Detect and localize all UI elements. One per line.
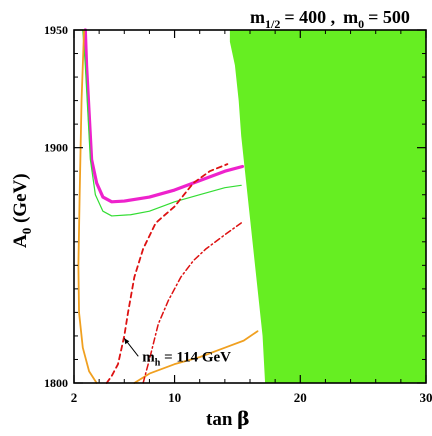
y-tick-label: 1800 xyxy=(44,376,68,390)
x-tick-label: 30 xyxy=(420,390,432,405)
curve-dashed-4 xyxy=(105,163,229,384)
title-m0-subscript: 0 xyxy=(358,17,364,31)
title-m-half-value: = 400 , xyxy=(284,7,335,27)
x-tick-label: 10 xyxy=(168,390,181,405)
excluded-region-layer xyxy=(229,30,426,383)
x-axis-label: tan β xyxy=(206,408,250,430)
curve-thick-0 xyxy=(83,28,245,204)
y-tick-label: 1950 xyxy=(44,23,68,37)
annotation-arrow-head xyxy=(124,338,130,345)
annotation-layer: mh = 114 GeV xyxy=(123,337,231,368)
x-tick-label: 20 xyxy=(294,390,307,405)
curve-thin-1 xyxy=(82,29,242,217)
axes-layer: 2 10 20 30 1800 1900 1950 xyxy=(44,23,432,405)
curve-thin-2 xyxy=(77,29,98,384)
chart-title: m1/2 = 400 , m0 = 500 xyxy=(250,7,410,31)
curve-thin-3 xyxy=(133,330,259,384)
title-m-half-subscript: 1/2 xyxy=(265,17,280,31)
x-tick-label: 2 xyxy=(71,390,78,405)
y-tick-label: 1900 xyxy=(44,141,68,155)
curves-layer xyxy=(77,28,259,384)
title-m0-value: = 500 xyxy=(368,7,410,27)
y-axis-label: A0 (GeV) xyxy=(10,173,34,248)
curve-dashdot-5 xyxy=(142,222,242,384)
excluded-region xyxy=(229,30,426,383)
annotation-label: mh = 114 GeV xyxy=(142,349,231,368)
